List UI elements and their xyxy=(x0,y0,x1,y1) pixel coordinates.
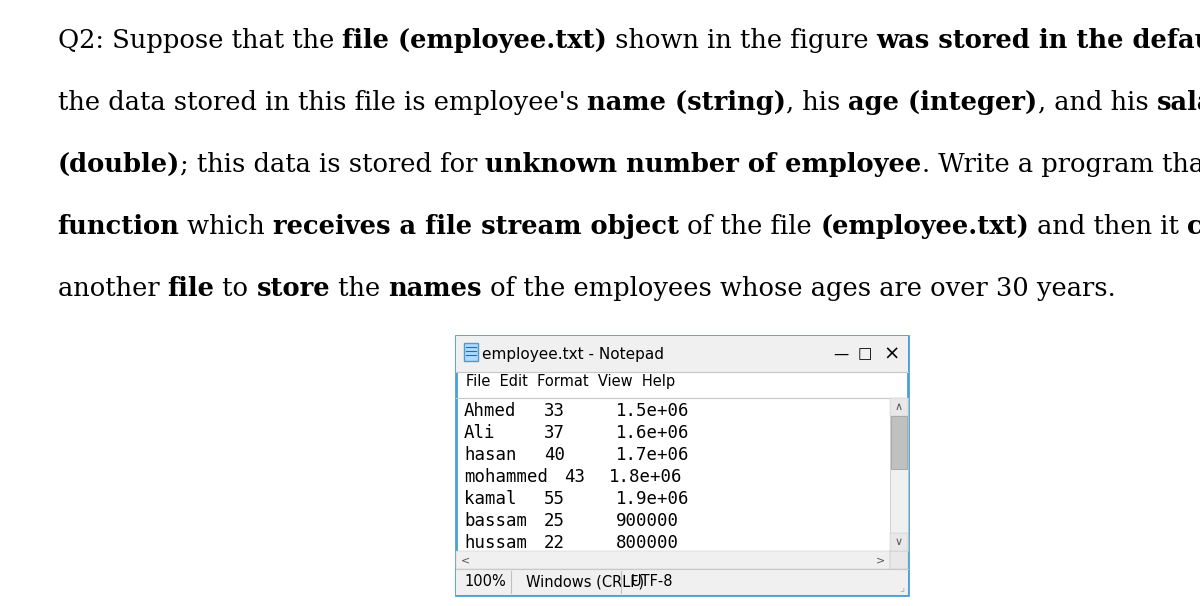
Text: was stored in the default path,: was stored in the default path, xyxy=(877,28,1200,53)
Text: 22: 22 xyxy=(544,534,565,552)
Text: and then it: and then it xyxy=(1030,214,1187,239)
Text: Ahmed: Ahmed xyxy=(464,402,516,420)
Text: 33: 33 xyxy=(544,402,565,420)
Text: , his: , his xyxy=(786,90,848,115)
Text: ∧: ∧ xyxy=(895,402,904,412)
Text: the: the xyxy=(330,276,389,301)
Text: creates: creates xyxy=(1187,214,1200,239)
Text: bassam: bassam xyxy=(464,512,527,530)
Text: employee.txt - Notepad: employee.txt - Notepad xyxy=(482,347,664,362)
Text: Ali: Ali xyxy=(464,424,496,442)
Text: 37: 37 xyxy=(544,424,565,442)
Text: 40: 40 xyxy=(544,446,565,464)
Text: shown in the figure: shown in the figure xyxy=(607,28,877,53)
Bar xyxy=(456,551,890,569)
Bar xyxy=(464,343,478,361)
Text: File  Edit  Format  View  Help: File Edit Format View Help xyxy=(466,374,676,389)
Text: kamal: kamal xyxy=(464,490,516,508)
Text: . Write a program that uses a: . Write a program that uses a xyxy=(922,152,1200,177)
Text: —: — xyxy=(833,347,848,362)
Text: 900000: 900000 xyxy=(616,512,679,530)
Text: receives a file stream object: receives a file stream object xyxy=(274,214,679,239)
Text: ⌟: ⌟ xyxy=(900,583,905,593)
Text: the data stored in this file is employee's: the data stored in this file is employee… xyxy=(58,90,587,115)
Text: file (employee.txt): file (employee.txt) xyxy=(342,28,607,53)
Bar xyxy=(890,398,908,416)
Text: 100%: 100% xyxy=(464,574,505,590)
Text: hasan: hasan xyxy=(464,446,516,464)
Text: <: < xyxy=(461,555,470,565)
Text: of the file: of the file xyxy=(679,214,821,239)
Text: mohammed: mohammed xyxy=(464,468,548,486)
Text: UTF-8: UTF-8 xyxy=(631,574,673,590)
Bar xyxy=(456,336,908,595)
Text: 25: 25 xyxy=(544,512,565,530)
Text: unknown number of employee: unknown number of employee xyxy=(486,152,922,177)
Text: □: □ xyxy=(858,347,872,362)
Text: store: store xyxy=(257,276,330,301)
Text: 43: 43 xyxy=(564,468,586,486)
Text: Windows (CRLF): Windows (CRLF) xyxy=(526,574,644,590)
Text: to: to xyxy=(215,276,257,301)
Text: , and his: , and his xyxy=(1038,90,1157,115)
Text: hussam: hussam xyxy=(464,534,527,552)
Text: of the employees whose ages are over 30 years.: of the employees whose ages are over 30 … xyxy=(482,276,1116,301)
Text: age (integer): age (integer) xyxy=(848,90,1038,115)
Bar xyxy=(456,569,908,595)
Text: 800000: 800000 xyxy=(616,534,679,552)
Bar xyxy=(890,551,908,569)
Text: 1.5e+06: 1.5e+06 xyxy=(616,402,690,420)
Bar xyxy=(456,336,908,372)
Bar xyxy=(890,398,908,551)
Text: ×: × xyxy=(883,344,900,364)
Text: which: which xyxy=(180,214,274,239)
Text: salary: salary xyxy=(1157,90,1200,115)
Text: ∨: ∨ xyxy=(895,537,904,547)
Text: ; this data is stored for: ; this data is stored for xyxy=(180,152,486,177)
Text: Q2: Suppose that the: Q2: Suppose that the xyxy=(58,28,342,53)
Text: 1.7e+06: 1.7e+06 xyxy=(616,446,690,464)
Bar xyxy=(890,416,907,468)
Text: >: > xyxy=(876,555,886,565)
Text: name (string): name (string) xyxy=(587,90,786,115)
Text: (double): (double) xyxy=(58,152,180,177)
Text: (employee.txt): (employee.txt) xyxy=(821,214,1030,239)
Bar xyxy=(890,533,908,551)
Text: names: names xyxy=(389,276,482,301)
Text: 1.6e+06: 1.6e+06 xyxy=(616,424,690,442)
Text: 1.8e+06: 1.8e+06 xyxy=(610,468,683,486)
Text: 55: 55 xyxy=(544,490,565,508)
Text: another: another xyxy=(58,276,167,301)
Text: 1.9e+06: 1.9e+06 xyxy=(616,490,690,508)
Text: file: file xyxy=(167,276,215,301)
Text: function: function xyxy=(58,214,180,239)
